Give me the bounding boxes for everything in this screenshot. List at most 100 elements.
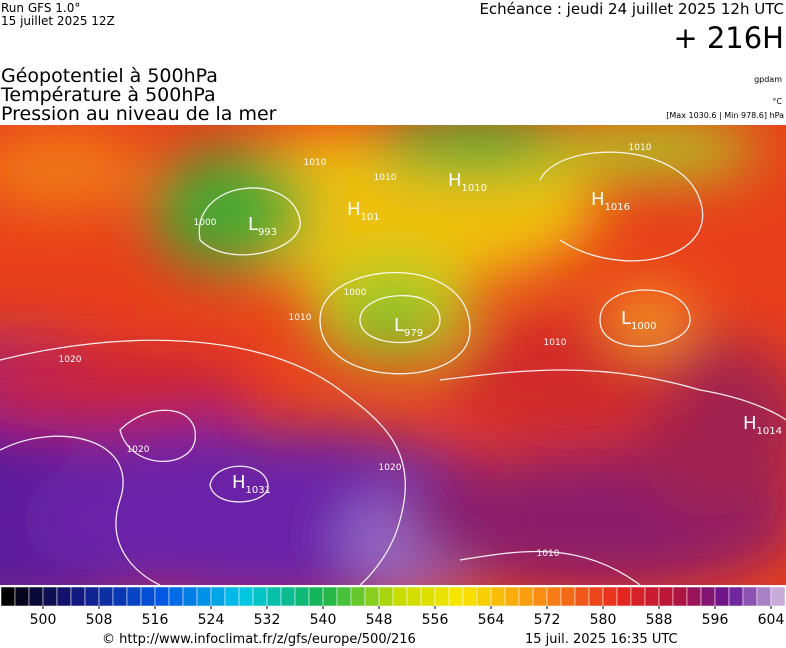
colorbar-swatch — [182, 586, 198, 607]
colorbar-swatch — [448, 586, 464, 607]
colorbar-label: 532 — [254, 612, 281, 628]
colorbar-swatch — [98, 586, 114, 607]
isobar-label: 1010 — [289, 313, 312, 323]
run-label: Run GFS 1.0° — [1, 1, 80, 15]
isobar-label: 1010 — [537, 549, 560, 559]
isobar-label: 1010 — [304, 158, 327, 168]
colorbar-swatch — [140, 586, 156, 607]
unit-temperature: °C — [772, 97, 782, 106]
colorbar-swatch — [154, 586, 170, 607]
colorbar-label: 508 — [86, 612, 113, 628]
colorbar-label: 516 — [142, 612, 169, 628]
pressure-center: H1014 — [743, 413, 782, 437]
colorbar-swatch — [266, 586, 282, 607]
colorbar-swatch — [504, 586, 520, 607]
center-letter: H — [232, 472, 246, 493]
isobar-label: 1010 — [374, 173, 397, 183]
colorbar-swatch — [714, 586, 730, 607]
colorbar-swatch — [196, 586, 212, 607]
colorbar-swatch — [224, 586, 240, 607]
colorbar-label: 596 — [702, 612, 729, 628]
center-value: 979 — [404, 328, 423, 339]
colorbar-label: 556 — [422, 612, 449, 628]
center-letter: L — [621, 308, 631, 329]
center-value: 1014 — [757, 426, 782, 437]
colorbar-swatch — [70, 586, 86, 607]
center-letter: L — [394, 315, 404, 336]
colorbar-swatch — [658, 586, 674, 607]
colorbar-swatch — [476, 586, 492, 607]
colorbar-swatch — [364, 586, 380, 607]
colorbar-swatch — [0, 586, 16, 607]
isobar-label: 1020 — [379, 463, 402, 473]
isobar-label: 1000 — [194, 218, 217, 228]
colorbar-swatch — [252, 586, 268, 607]
center-letter: H — [743, 413, 757, 434]
center-value: 1016 — [605, 202, 630, 213]
colorbar-swatch — [56, 586, 72, 607]
colorbar-swatch — [126, 586, 142, 607]
colorbar-swatch — [210, 586, 226, 607]
center-letter: H — [591, 189, 605, 210]
colorbar-swatch — [644, 586, 660, 607]
colorbar-label: 540 — [310, 612, 337, 628]
unit-geopotential: gpdam — [754, 75, 782, 84]
center-value: 101 — [361, 212, 380, 223]
pressure-center: L993 — [248, 214, 277, 238]
colorbar-swatch — [630, 586, 646, 607]
lead-time: + 216H — [673, 21, 784, 55]
colorbar-label: 580 — [590, 612, 617, 628]
colorbar-swatch — [770, 586, 786, 607]
colorbar-swatch — [336, 586, 352, 607]
pressure-center: H1031 — [232, 472, 271, 496]
field-name: Pression au niveau de la mer — [1, 103, 277, 125]
colorbar-swatch — [280, 586, 296, 607]
unit-pressure: [Max 1030.6 | Min 978.6] hPa — [666, 111, 784, 120]
footer-source: © http://www.infoclimat.fr/z/gfs/europe/… — [102, 632, 416, 647]
center-value: 1010 — [462, 183, 487, 194]
colorbar-swatch — [462, 586, 478, 607]
isobar-label: 1000 — [344, 288, 367, 298]
isobar-label: 1020 — [127, 445, 150, 455]
colorbar-swatch — [532, 586, 548, 607]
colorbar-label: 548 — [366, 612, 393, 628]
colorbar-swatch — [28, 586, 44, 607]
colorbar-swatch — [616, 586, 632, 607]
colorbar-swatch — [700, 586, 716, 607]
center-letter: L — [248, 214, 258, 235]
colorbar-swatch — [238, 586, 254, 607]
center-letter: H — [448, 170, 462, 191]
colorbar-swatch — [434, 586, 450, 607]
isobars — [0, 151, 786, 585]
colorbar-swatch — [560, 586, 576, 607]
colorbar-swatch — [728, 586, 744, 607]
pressure-center: L1000 — [621, 308, 656, 332]
colorbar-swatch — [322, 586, 338, 607]
colorbar-swatch — [378, 586, 394, 607]
colorbar-swatch — [602, 586, 618, 607]
colorbar-swatch — [686, 586, 702, 607]
colorbar-swatch — [756, 586, 772, 607]
colorbar-swatch — [672, 586, 688, 607]
colorbar-swatch — [168, 586, 184, 607]
colorbar-swatch — [294, 586, 310, 607]
center-value: 1031 — [246, 485, 271, 496]
center-letter: H — [347, 199, 361, 220]
colorbar-swatch — [546, 586, 562, 607]
field-name: Géopotentiel à 500hPa — [1, 65, 218, 87]
colorbar-label: 588 — [646, 612, 673, 628]
field-name: Température à 500hPa — [0, 84, 216, 106]
colorbar-swatch — [308, 586, 324, 607]
colorbar-swatch — [574, 586, 590, 607]
colorbar-swatch — [350, 586, 366, 607]
map — [0, 125, 786, 585]
colorbar-swatch — [420, 586, 436, 607]
colorbar-swatch — [588, 586, 604, 607]
colorbar-swatch — [14, 586, 30, 607]
colorbar-swatch — [406, 586, 422, 607]
pressure-center: L979 — [394, 315, 423, 339]
isobar-label: 1010 — [544, 338, 567, 348]
colorbar-swatch — [112, 586, 128, 607]
pressure-center: H1010 — [448, 170, 487, 194]
